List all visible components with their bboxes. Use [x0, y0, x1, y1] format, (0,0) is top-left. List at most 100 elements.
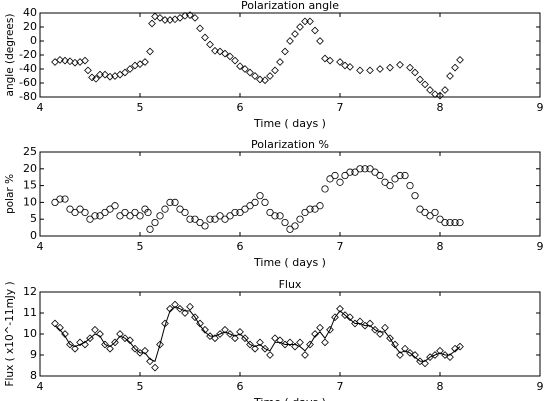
x-tick-label: 9: [537, 240, 544, 253]
point: [426, 86, 434, 94]
point: [366, 66, 374, 75]
point: [306, 205, 314, 213]
x-tick-label: 7: [337, 101, 344, 114]
point: [111, 338, 119, 347]
point: [411, 351, 419, 359]
flux-line: [54, 306, 461, 362]
point: [331, 171, 339, 180]
y-tick-label: 10: [23, 195, 37, 208]
point: [431, 208, 439, 217]
point: [341, 311, 349, 319]
point: [206, 332, 214, 340]
point: [226, 212, 234, 220]
point: [271, 66, 279, 75]
point: [221, 325, 229, 334]
point: [131, 208, 139, 217]
point: [56, 195, 64, 203]
point: [276, 336, 284, 345]
point: [144, 208, 152, 217]
panel-title: Polarization %: [251, 138, 329, 151]
x-tick-label: 4: [37, 240, 44, 253]
point: [296, 215, 304, 223]
point: [276, 212, 284, 220]
point: [411, 68, 419, 77]
point: [66, 57, 74, 66]
point: [88, 73, 96, 82]
point: [96, 212, 104, 220]
point: [246, 202, 254, 210]
point: [356, 317, 364, 326]
point: [436, 215, 444, 223]
point: [186, 302, 194, 311]
point: [401, 344, 409, 353]
y-tick-label: -40: [19, 62, 37, 75]
point: [296, 23, 304, 31]
point: [126, 65, 134, 73]
y-tick-label: 20: [23, 162, 37, 175]
point: [166, 198, 174, 206]
point: [66, 340, 74, 349]
point: [436, 346, 444, 355]
point: [256, 338, 264, 347]
point: [71, 344, 79, 353]
point: [246, 68, 254, 77]
point: [266, 72, 274, 80]
y-tick-label: 12: [23, 285, 37, 298]
x-tick-label: 9: [537, 101, 544, 114]
point: [216, 47, 224, 56]
point: [371, 168, 379, 176]
point: [236, 328, 244, 336]
point: [176, 205, 184, 213]
y-tick-label: 9: [30, 348, 37, 361]
point: [191, 14, 199, 22]
point: [136, 212, 144, 220]
point: [116, 212, 124, 220]
point: [281, 47, 289, 56]
point: [96, 70, 104, 79]
point: [186, 11, 194, 19]
x-tick-label: 4: [37, 380, 44, 393]
point: [311, 205, 319, 213]
point: [92, 74, 100, 83]
y-tick-label: 25: [23, 145, 37, 158]
point: [171, 198, 179, 206]
point: [326, 175, 334, 183]
point: [306, 340, 314, 349]
point: [266, 351, 274, 359]
x-tick-label: 8: [437, 101, 444, 114]
plot-frame: [39, 291, 541, 377]
x-tick-label: 7: [337, 380, 344, 393]
point: [231, 56, 239, 65]
point: [111, 202, 119, 210]
point: [161, 205, 169, 213]
point: [148, 19, 156, 28]
point: [406, 63, 414, 72]
point: [306, 17, 314, 26]
point: [376, 65, 384, 73]
point: [206, 40, 214, 49]
y-axis-label: polar %: [4, 174, 16, 214]
point: [426, 212, 434, 220]
point: [251, 72, 259, 80]
point: [116, 330, 124, 338]
point: [416, 357, 424, 366]
point: [311, 330, 319, 338]
y-tick-label: 0: [30, 229, 37, 242]
point: [266, 208, 274, 217]
point: [231, 208, 239, 217]
y-tick-label: 20: [23, 20, 37, 33]
point: [351, 168, 359, 176]
point: [251, 344, 259, 353]
point: [101, 340, 109, 349]
panel-title: Flux: [279, 278, 302, 291]
point: [206, 215, 214, 223]
point: [241, 65, 249, 73]
point: [236, 62, 244, 71]
point: [171, 300, 179, 309]
point: [316, 37, 324, 45]
point: [196, 24, 204, 33]
point: [226, 52, 234, 61]
point: [326, 325, 334, 334]
point: [126, 336, 134, 345]
